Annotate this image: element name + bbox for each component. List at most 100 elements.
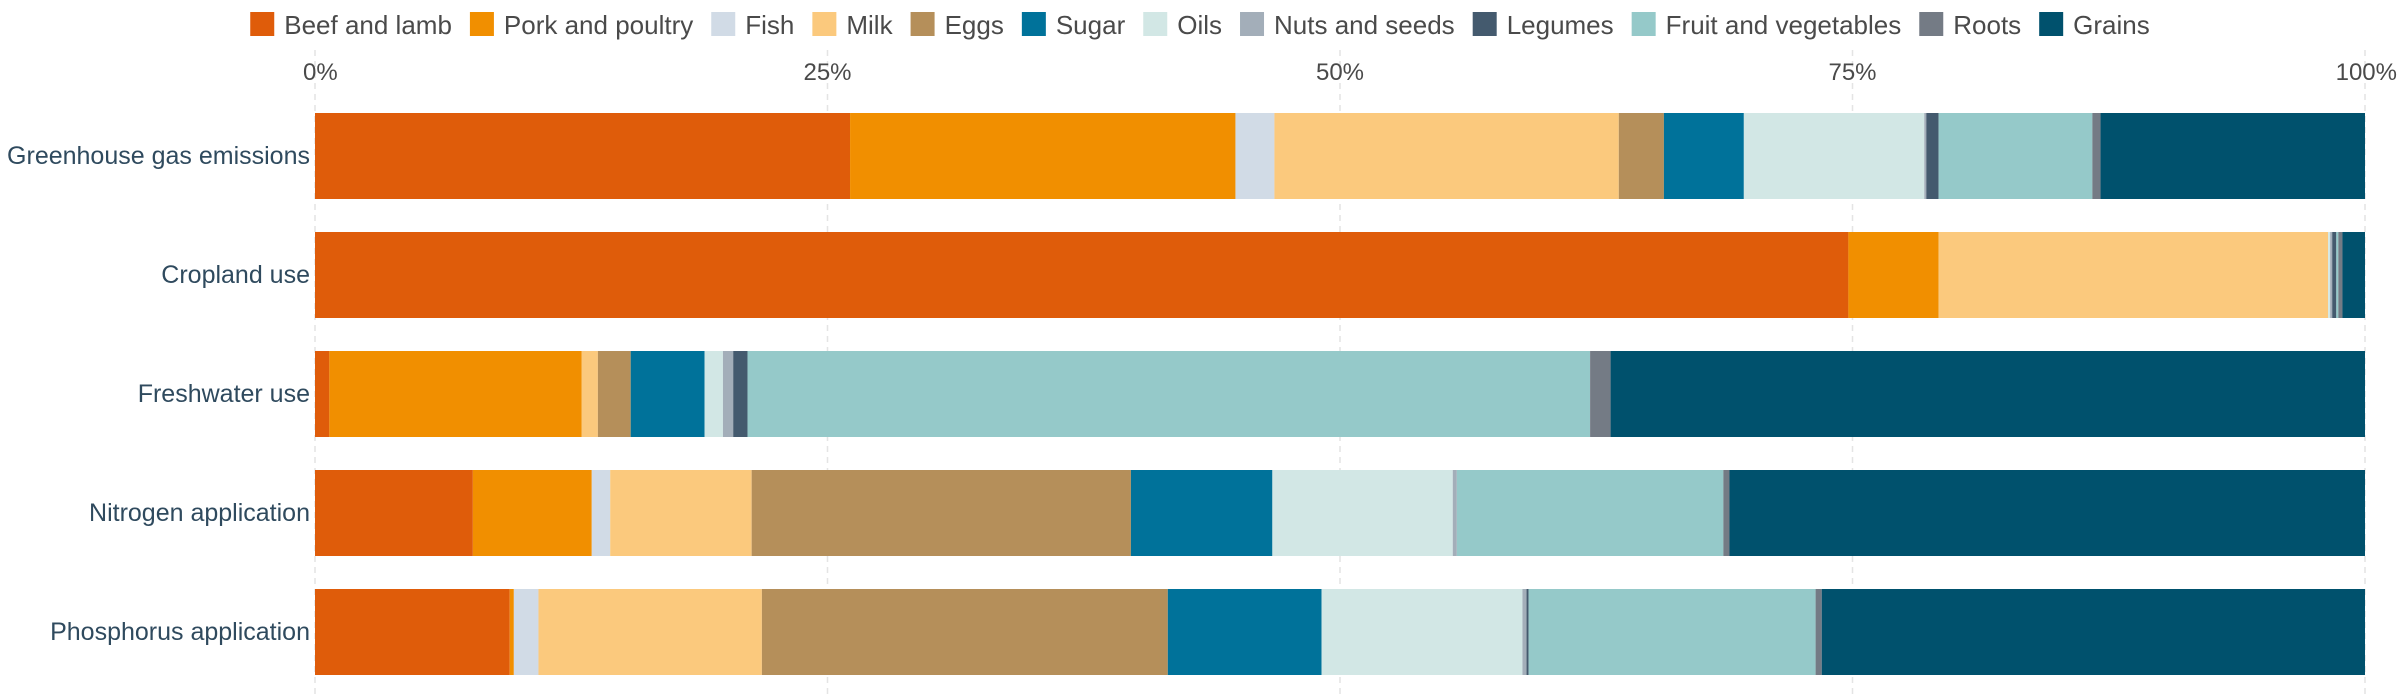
legend-item-oils: Oils xyxy=(1143,10,1222,40)
x-tick-label: 50% xyxy=(1316,59,1364,86)
bar-segment-nuts-and-seeds xyxy=(1452,470,1457,556)
bar-segment-roots xyxy=(1723,470,1730,556)
legend-label: Beef and lamb xyxy=(284,10,452,40)
y-axis-categories: Greenhouse gas emissions Cropland use Fres… xyxy=(7,142,310,646)
bar-segment-beef-and-lamb xyxy=(315,232,1849,318)
bar-row-nitrogen-application xyxy=(315,470,2365,556)
category-label: Cropland use xyxy=(161,261,310,289)
legend-label: Oils xyxy=(1177,10,1222,40)
legend-item-fish: Fish xyxy=(711,10,794,40)
bar-segment-oils xyxy=(1743,113,1925,199)
x-tick-label: 100% xyxy=(2336,59,2397,86)
bar-segment-fruit-and-vegetables xyxy=(1456,470,1724,556)
bar-segment-beef-and-lamb xyxy=(315,470,473,556)
bar-row-greenhouse-gas-emissions xyxy=(315,113,2365,199)
bar-segment-legumes xyxy=(1926,113,1939,199)
chart-legend: Beef and lamb Pork and poultry Fish Milk Egg… xyxy=(250,10,2150,40)
bar-segment-fish xyxy=(513,589,539,675)
legend-item-milk: Milk xyxy=(812,10,894,40)
legend-swatch xyxy=(711,12,736,36)
legend-label: Grains xyxy=(2073,10,2150,40)
x-tick-label: 0% xyxy=(303,59,338,86)
legend-swatch xyxy=(1472,12,1497,36)
legend-label: Legumes xyxy=(1507,10,1614,40)
bar-segment-nuts-and-seeds xyxy=(2330,232,2333,318)
bar-segment-roots xyxy=(1815,589,1822,675)
bar-segment-fruit-and-vegetables xyxy=(2336,232,2339,318)
category-label: Greenhouse gas emissions xyxy=(7,142,310,170)
legend-label: Sugar xyxy=(1056,10,1126,40)
bar-segment-pork-and-poultry xyxy=(1848,232,1939,318)
bar-row-cropland-use xyxy=(315,232,2365,318)
bar-segment-pork-and-poultry xyxy=(850,113,1236,199)
legend-label: Milk xyxy=(846,10,893,40)
bar-segment-pork-and-poultry xyxy=(472,470,592,556)
bar-segment-oils xyxy=(2328,232,2331,318)
category-label: Freshwater use xyxy=(138,380,310,408)
bar-segment-roots xyxy=(2338,232,2343,318)
bar-segment-eggs xyxy=(761,589,1168,675)
bar-segment-milk xyxy=(1938,232,2329,318)
x-axis-ticks: 0% 25% 50% 75% 100% xyxy=(303,59,2397,86)
bar-row-phosphorus-application xyxy=(315,589,2365,675)
bar-segment-sugar xyxy=(1167,589,1322,675)
legend-item-beef-and-lamb: Beef and lamb xyxy=(250,10,452,40)
legend-swatch xyxy=(1631,12,1656,36)
bar-segment-eggs xyxy=(751,470,1131,556)
legend-swatch xyxy=(1240,12,1265,36)
bar-segment-grains xyxy=(1610,351,2365,437)
bar-row-freshwater-use xyxy=(315,351,2365,437)
bar-segment-fish xyxy=(591,470,611,556)
category-label: Nitrogen application xyxy=(89,499,310,527)
bar-segment-milk xyxy=(538,589,762,675)
bar-segment-nuts-and-seeds xyxy=(1924,113,1927,199)
bar-segment-fruit-and-vegetables xyxy=(1938,113,2093,199)
bar-segment-nuts-and-seeds xyxy=(722,351,734,437)
legend-item-roots: Roots xyxy=(1919,10,2021,40)
legend-item-grains: Grains xyxy=(2039,10,2150,40)
legend-label: Fish xyxy=(745,10,794,40)
bar-segment-beef-and-lamb xyxy=(315,351,330,437)
legend-swatch xyxy=(250,12,275,36)
legend-label: Eggs xyxy=(945,10,1004,40)
legend-item-fruit-and-vegetables: Fruit and vegetables xyxy=(1631,10,1902,40)
legend-item-sugar: Sugar xyxy=(1021,10,1126,40)
legend-swatch xyxy=(1919,12,1944,36)
legend-swatch xyxy=(2039,12,2064,36)
bar-segment-beef-and-lamb xyxy=(315,113,851,199)
bar-segment-legumes xyxy=(1526,589,1529,675)
legend-label: Roots xyxy=(1953,10,2021,40)
bar-segment-eggs xyxy=(597,351,631,437)
bar-segment-grains xyxy=(2100,113,2365,199)
legend-swatch xyxy=(812,12,837,36)
bar-segment-grains xyxy=(1821,589,2365,675)
legend-item-eggs: Eggs xyxy=(910,10,1004,40)
legend-swatch xyxy=(1021,12,1046,36)
bar-segment-fish xyxy=(1235,113,1275,199)
bar-segment-sugar xyxy=(1130,470,1273,556)
legend-item-legumes: Legumes xyxy=(1472,10,1614,40)
category-label: Phosphorus application xyxy=(50,618,310,646)
bar-segment-roots xyxy=(2092,113,2101,199)
chart-bars xyxy=(315,113,2365,675)
bar-segment-legumes xyxy=(2332,232,2337,318)
legend-item-pork-and-poultry: Pork and poultry xyxy=(469,10,693,40)
bar-segment-oils xyxy=(704,351,723,437)
legend-item-nuts-and-seeds: Nuts and seeds xyxy=(1240,10,1455,40)
bar-segment-fruit-and-vegetables xyxy=(1528,589,1816,675)
bar-segment-nuts-and-seeds xyxy=(1522,589,1527,675)
bar-segment-milk xyxy=(581,351,598,437)
legend-label: Fruit and vegetables xyxy=(1666,10,1902,40)
bar-segment-grains xyxy=(1729,470,2365,556)
bar-segment-sugar xyxy=(630,351,705,437)
legend-swatch xyxy=(910,12,935,36)
bar-segment-oils xyxy=(1272,470,1453,556)
legend-label: Pork and poultry xyxy=(504,10,693,40)
bar-segment-eggs xyxy=(1618,113,1664,199)
bar-segment-grains xyxy=(2342,232,2365,318)
bar-segment-roots xyxy=(1590,351,1611,437)
bar-segment-milk xyxy=(1274,113,1619,199)
bar-segment-pork-and-poultry xyxy=(329,351,582,437)
bar-segment-legumes xyxy=(733,351,748,437)
